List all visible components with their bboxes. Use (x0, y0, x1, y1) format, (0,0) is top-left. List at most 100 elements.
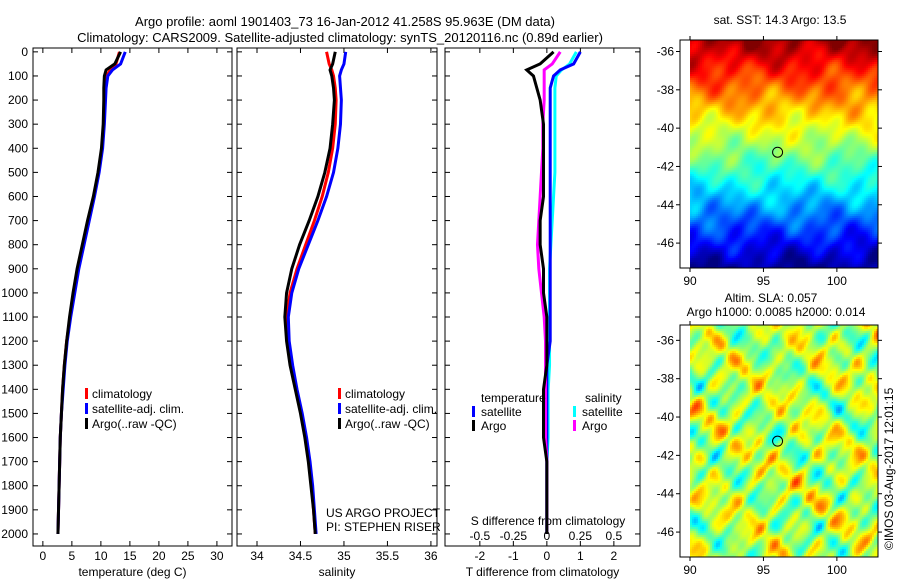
panel-frame-temperature (32, 47, 233, 547)
x-tick-label: 36 (424, 549, 438, 563)
map-lat-label: -46 (657, 525, 675, 539)
x-tick-label: 25 (181, 549, 195, 563)
legend-swatch (472, 420, 475, 431)
project-credit: US ARGO PROJECT (326, 506, 441, 520)
map-frame-sla-map (679, 324, 879, 558)
panel-frame-salinity (236, 47, 438, 547)
depth-tick-label: 1200 (1, 334, 28, 348)
line-salinity-2 (283, 51, 337, 535)
map-lon-label: 90 (683, 563, 697, 577)
x-tick-label: -2 (475, 549, 486, 563)
argo-position-marker (772, 435, 784, 447)
map-lat-label: -38 (657, 83, 675, 97)
map-lat-label: -36 (657, 333, 675, 347)
x-axis-label: temperature (deg C) (78, 565, 186, 579)
sla-map-image (690, 325, 878, 557)
line-salinity-1 (286, 51, 348, 535)
depth-tick-label: 700 (8, 214, 28, 228)
line-temperature-satellite-diff (545, 51, 582, 534)
legend-label: Argo(..raw -QC) (345, 417, 430, 431)
legend-swatch (338, 403, 341, 414)
x-tick-label: 34 (250, 549, 264, 563)
depth-tick-label: 400 (8, 141, 28, 155)
x-tick-label: 30 (210, 549, 224, 563)
depth-tick-label: 1400 (1, 382, 28, 396)
depth-tick-label: 0 (21, 45, 28, 59)
depth-tick-label: 1800 (1, 479, 28, 493)
map-lon-label: 90 (683, 274, 697, 288)
map-lon-label: 100 (827, 274, 847, 288)
legend-label: climatology (345, 387, 405, 401)
line-temperature-0 (56, 51, 121, 534)
map-lat-label: -44 (657, 487, 675, 501)
line-temperature-2 (56, 51, 122, 534)
line-salinity-argo-diff (535, 51, 562, 534)
legend-swatch (573, 420, 576, 431)
x-tick-label: 35 (337, 549, 351, 563)
map-lon-label: 95 (757, 563, 771, 577)
depth-tick-label: 1600 (1, 431, 28, 445)
legend-label: satellite (582, 405, 623, 419)
legend-header-salinity: salinity (585, 391, 622, 405)
legend-swatch (573, 406, 576, 417)
legend-header-temperature: temperature (481, 391, 546, 405)
title-line-1: Argo profile: aoml 1901403_73 16-Jan-201… (135, 14, 555, 29)
sla-map-subtitle: Argo h1000: 0.0085 h2000: 0.014 (687, 305, 866, 319)
depth-tick-label: 1500 (1, 406, 28, 420)
s-diff-axis-label: S difference from climatology (471, 514, 626, 528)
sla-map-title: Altim. SLA: 0.057 (725, 291, 818, 305)
panel-frame-difference (444, 47, 641, 547)
x-tick-label: 2 (611, 549, 618, 563)
map-lat-label: -44 (657, 198, 675, 212)
legend-label: satellite (481, 405, 522, 419)
line-temperature-1 (56, 51, 127, 534)
s-diff-tick-label: -0.25 (500, 529, 528, 543)
legend-label: satellite-adj. clim. (92, 402, 184, 416)
x-tick-label: 34.5 (289, 549, 313, 563)
x-tick-label: 35.5 (376, 549, 400, 563)
s-diff-tick-label: 0.25 (569, 529, 593, 543)
depth-tick-label: 800 (8, 238, 28, 252)
map-lat-label: -40 (657, 410, 675, 424)
legend-swatch (85, 418, 88, 429)
depth-tick-label: 900 (8, 262, 28, 276)
depth-tick-label: 300 (8, 117, 28, 131)
depth-tick-label: 2000 (1, 527, 28, 541)
x-axis-label: salinity (319, 565, 356, 579)
depth-tick-label: 1900 (1, 503, 28, 517)
x-tick-label: 1 (577, 549, 584, 563)
map-lon-label: 95 (757, 274, 771, 288)
x-tick-label: -1 (508, 549, 519, 563)
legend-label: satellite-adj. clim. (345, 402, 437, 416)
depth-tick-label: 100 (8, 69, 28, 83)
s-diff-tick-label: 0.5 (606, 529, 623, 543)
map-lat-label: -36 (657, 44, 675, 58)
title-line-2: Climatology: CARS2009. Satellite-adjuste… (77, 30, 603, 45)
map-lat-label: -42 (657, 448, 675, 462)
depth-tick-label: 200 (8, 93, 28, 107)
legend-swatch (85, 388, 88, 399)
depth-tick-label: 500 (8, 165, 28, 179)
x-tick-label: 0 (40, 549, 47, 563)
map-lat-label: -40 (657, 121, 675, 135)
map-lat-label: -38 (657, 372, 675, 386)
map-frame-sst-map (679, 39, 879, 269)
x-tick-label: 5 (69, 549, 76, 563)
imos-stamp: ©IMOS 03-Aug-2017 12:01:15 (882, 387, 896, 550)
legend-swatch (338, 388, 341, 399)
map-lat-label: -46 (657, 236, 675, 250)
legend-label: Argo(..raw -QC) (92, 417, 177, 431)
x-axis-label: T difference from climatology (466, 565, 620, 579)
sst-map-title: sat. SST: 14.3 Argo: 13.5 (714, 13, 847, 27)
map-lat-label: -42 (657, 159, 675, 173)
depth-tick-label: 1300 (1, 358, 28, 372)
legend-swatch (472, 406, 475, 417)
legend-swatch (338, 418, 341, 429)
argo-position-marker (772, 146, 784, 158)
s-diff-tick-label: -0.5 (470, 529, 491, 543)
legend-swatch (85, 403, 88, 414)
depth-tick-label: 1000 (1, 286, 28, 300)
legend-label: Argo (582, 419, 608, 433)
